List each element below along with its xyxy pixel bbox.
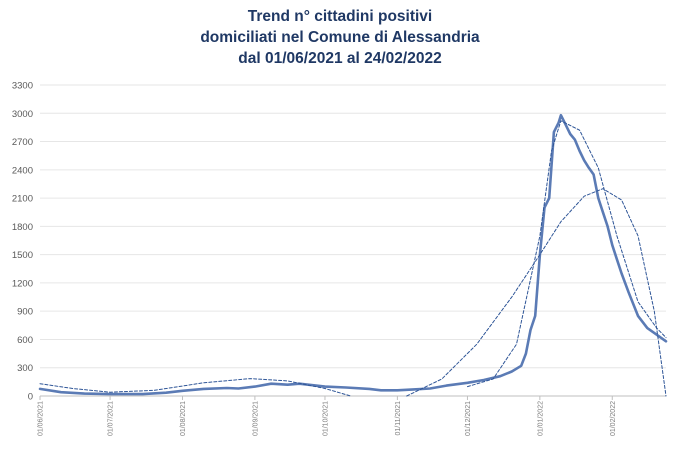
x-tick-label: 01/12/2021 xyxy=(465,401,472,436)
x-tick-label: 01/09/2021 xyxy=(252,401,259,436)
y-tick-label: 1500 xyxy=(12,250,33,261)
y-tick-label: 2700 xyxy=(12,137,33,148)
trendline-3 xyxy=(467,120,667,388)
trendline-1 xyxy=(39,378,352,397)
chart-title: Trend n° cittadini positivi domiciliati … xyxy=(0,6,680,69)
chart-title-line-3: dal 01/06/2021 al 24/02/2022 xyxy=(238,50,442,67)
chart-title-line-1: Trend n° cittadini positivi xyxy=(247,8,433,25)
y-tick-label: 900 xyxy=(17,307,33,318)
y-tick-label: 3000 xyxy=(12,109,33,120)
y-tick-label: 300 xyxy=(17,363,33,374)
x-tick-label: 01/10/2021 xyxy=(322,401,329,436)
x-tick-label: 01/08/2021 xyxy=(180,401,187,436)
y-tick-label: 0 xyxy=(28,392,33,403)
x-tick-label: 01/01/2022 xyxy=(537,401,544,436)
x-tick-label: 01/07/2021 xyxy=(108,401,115,436)
chart-title-line-2: domiciliati nel Comune di Alessandria xyxy=(200,29,480,46)
y-tick-label: 2400 xyxy=(12,165,33,176)
gridlines xyxy=(40,84,666,369)
x-tick-label: 01/06/2021 xyxy=(38,401,45,436)
y-tick-label: 1800 xyxy=(12,222,33,233)
x-tick-label: 01/02/2022 xyxy=(610,401,617,436)
x-axis: 01/06/2021 01/07/2021 01/08/2021 01/09/2021… xyxy=(38,396,617,436)
y-axis: 0 300 600 900 1200 1500 1800 2100 2400 2700 3000 33… xyxy=(12,81,33,403)
series-layer xyxy=(38,113,668,397)
series-line xyxy=(38,113,668,396)
y-tick-label: 1200 xyxy=(12,278,33,289)
y-tick-label: 600 xyxy=(17,335,33,346)
y-tick-label: 2100 xyxy=(12,194,33,205)
x-tick-label: 01/11/2021 xyxy=(395,401,402,436)
y-tick-label: 3300 xyxy=(12,81,33,92)
trendline-2 xyxy=(406,188,667,397)
